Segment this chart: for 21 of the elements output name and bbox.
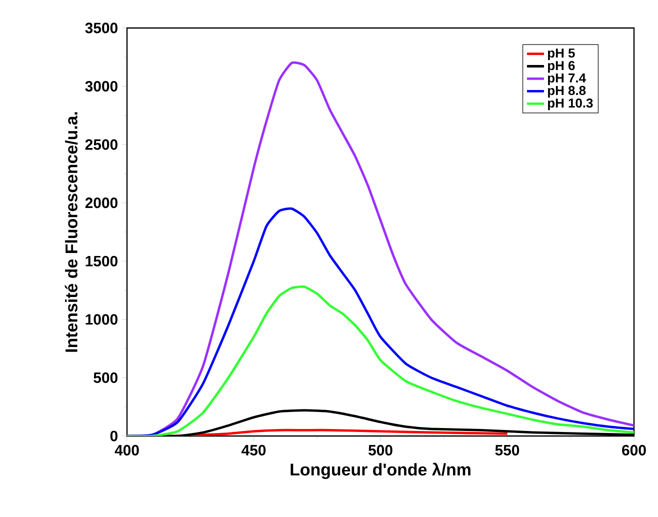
y-tick-label: 3500 — [85, 22, 118, 34]
y-tick-label: 1000 — [86, 314, 118, 325]
x-tick-label: 500 — [368, 444, 392, 456]
line-series — [127, 286, 634, 436]
y-tick-label: 3000 — [85, 80, 118, 92]
legend-label: pH 10.3 — [548, 98, 593, 110]
y-tick-label: 0 — [110, 430, 118, 442]
legend-label: pH 5 — [548, 48, 575, 60]
x-tick-label: 450 — [242, 444, 266, 456]
legend-label: pH 8.8 — [548, 86, 586, 98]
legend-label: pH 7.4 — [548, 74, 586, 86]
x-tick-label: 400 — [114, 444, 139, 456]
y-axis-title: Intensité de Fluorescence/u.a. — [64, 112, 78, 352]
y-tick-label: 1500 — [86, 256, 118, 266]
x-tick-label: 600 — [622, 444, 646, 456]
y-tick-label: 2500 — [85, 139, 118, 150]
x-axis-title: Longueur d'onde λ/nm — [290, 462, 470, 480]
y-tick-label: 2000 — [85, 198, 118, 208]
legend-label: pH 6 — [548, 60, 575, 73]
x-tick-label: 550 — [495, 444, 520, 456]
y-tick-label: 500 — [94, 372, 118, 383]
